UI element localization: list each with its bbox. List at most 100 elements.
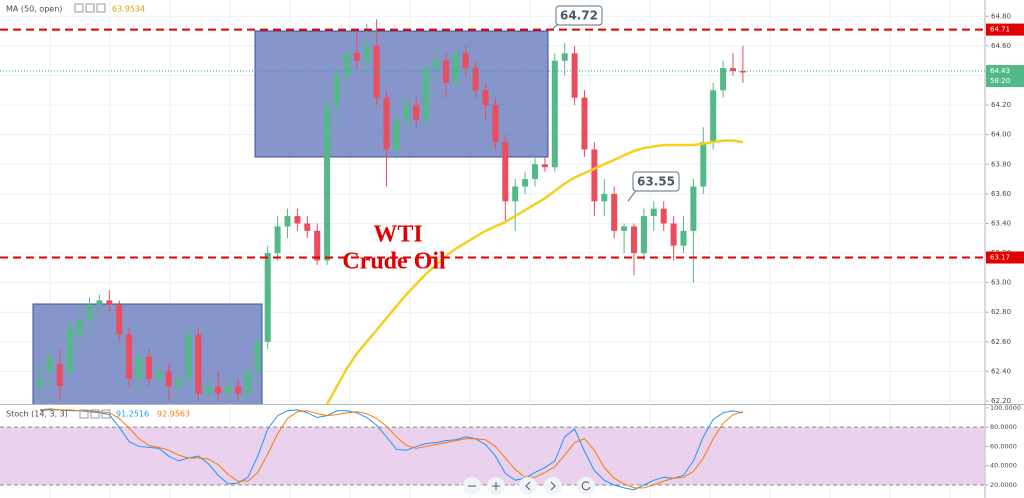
candle-body — [670, 223, 677, 246]
stoch-line — [39, 408, 743, 491]
callout-box — [632, 171, 680, 192]
candle-body — [363, 45, 370, 61]
reset-button[interactable] — [577, 477, 595, 495]
candle-body — [561, 53, 568, 61]
icon[interactable] — [101, 409, 111, 419]
candle-body — [205, 386, 212, 394]
y-tick-label: 20.0000 — [990, 481, 1017, 489]
y-tick-label: 64.20 — [991, 101, 1011, 109]
candle-body — [324, 105, 331, 261]
candle-body — [601, 193, 608, 202]
candle-body — [46, 356, 53, 372]
level-label-box — [986, 251, 1024, 264]
candle-body — [96, 300, 103, 305]
icon[interactable] — [96, 3, 106, 13]
icon[interactable] — [90, 409, 100, 419]
candle-body — [383, 97, 390, 150]
candle-body — [621, 226, 628, 231]
candle-body — [403, 105, 410, 120]
candle-body — [640, 216, 647, 254]
candle-body — [482, 90, 489, 106]
d-readout: 92.9563 — [157, 410, 190, 419]
overlay: MA (50, open) 63.9534 Stoch (14, 3, 3) 9… — [6, 3, 446, 419]
y-tick-label: 63.80 — [991, 160, 1011, 168]
candle-body — [492, 105, 499, 143]
range-box — [254, 30, 549, 158]
y-tick-label: 62.80 — [991, 308, 1011, 316]
y-tick-label: 80.0000 — [990, 423, 1017, 431]
y-tick-label: 63.00 — [991, 279, 1011, 287]
candle-body — [680, 230, 687, 246]
candle-body — [155, 371, 162, 379]
candle-body — [56, 364, 63, 387]
stoch-pane — [0, 408, 985, 491]
candle-body — [145, 356, 152, 379]
ma-line — [326, 139, 744, 404]
candle-body — [185, 334, 192, 379]
candle-body — [165, 371, 172, 387]
candle-body — [225, 386, 232, 394]
y-tick-label: 62.40 — [991, 367, 1011, 375]
icon — [525, 481, 531, 491]
candle-body — [304, 223, 311, 231]
y-tick-label: 63.60 — [991, 190, 1011, 198]
candle-body — [512, 186, 519, 202]
candle-body — [215, 386, 222, 394]
candle-body — [66, 327, 73, 372]
annotation: WTI — [373, 222, 422, 248]
stoch-line — [39, 409, 744, 489]
candle-body — [126, 334, 133, 379]
candle-body — [86, 304, 93, 320]
candle-body — [343, 53, 350, 76]
candle-body — [235, 386, 241, 394]
callout-label: 63.55 — [637, 175, 675, 189]
icon — [581, 481, 591, 491]
scroll-left-button[interactable] — [519, 477, 537, 495]
candle-body — [551, 60, 558, 168]
callout-label: 64.72 — [560, 9, 598, 23]
callout-box — [555, 5, 603, 26]
candle-body — [244, 371, 251, 394]
candle-body — [532, 164, 538, 180]
candle-body — [522, 179, 529, 187]
candle-body — [423, 68, 430, 120]
candle-body — [660, 208, 667, 224]
candle-body — [136, 356, 142, 379]
candle-body — [472, 68, 479, 91]
candle-body — [413, 105, 420, 120]
level-label: 63.17 — [990, 253, 1010, 261]
candle-body — [353, 53, 360, 61]
candle-body — [314, 230, 321, 261]
band — [0, 427, 985, 485]
candle-body — [690, 186, 697, 231]
candle-body — [254, 341, 261, 372]
level-label: 64.71 — [990, 26, 1010, 34]
annotation: Crude Oil — [342, 249, 446, 275]
candle-body — [739, 71, 746, 73]
y-tick-label: 60.0000 — [990, 442, 1017, 450]
candle-body — [442, 60, 449, 83]
scroll-right-button[interactable] — [544, 477, 562, 495]
candle-body — [274, 226, 281, 254]
candle-body — [294, 216, 301, 224]
candle-body — [730, 68, 736, 72]
candle-body — [591, 149, 598, 202]
icon — [550, 481, 556, 491]
candle-body — [284, 216, 291, 227]
icon[interactable] — [79, 409, 89, 419]
icon[interactable] — [85, 3, 95, 13]
ma-readout: 63.9534 — [112, 5, 145, 14]
candle-body — [650, 208, 657, 217]
y-tick-label: 64.60 — [991, 42, 1011, 50]
indicator-title: Stoch (14, 3, 3) — [6, 410, 68, 419]
y-tick-label: 64.00 — [991, 131, 1011, 139]
candle-body — [710, 90, 717, 143]
candle-body — [571, 53, 578, 98]
y-tick-label: 100.0000 — [990, 404, 1021, 412]
candle-body — [611, 193, 618, 231]
candle-body — [581, 97, 588, 150]
candle-body — [334, 75, 340, 106]
candle-body — [37, 378, 43, 387]
icon[interactable] — [74, 3, 84, 13]
